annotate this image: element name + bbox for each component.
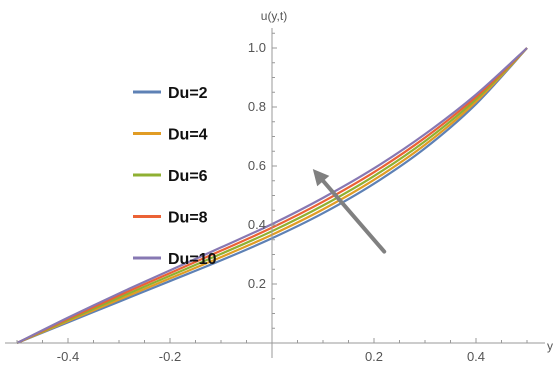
x-axis-label: y: [547, 339, 553, 353]
x-tick-label: 0.4: [467, 349, 485, 364]
y-tick-label: 0.4: [248, 217, 266, 232]
x-tick-label: -0.4: [57, 349, 79, 364]
legend-label: Du=10: [168, 251, 217, 268]
y-tick-label: 0.8: [248, 99, 266, 114]
annotation-arrow: [312, 168, 387, 254]
x-tick-label: -0.2: [159, 349, 181, 364]
legend-label: Du=8: [168, 210, 208, 227]
y-axis-label: u(y,t): [261, 9, 287, 23]
x-tick-label: 0.2: [365, 349, 383, 364]
legend-label: Du=4: [168, 127, 208, 144]
y-tick-label: 1.0: [248, 40, 266, 55]
legend: Du=2 Du=4 Du=6 Du=8 Du=10: [133, 85, 217, 268]
arrow-head: [312, 168, 330, 187]
axes: [5, 28, 545, 358]
legend-label: Du=6: [168, 168, 208, 185]
legend-label: Du=2: [168, 85, 208, 102]
y-tick-label: 0.2: [248, 276, 266, 291]
y-tick-label: 0.6: [248, 158, 266, 173]
ticks: -0.4 -0.2 0.2 0.4 0.2 0.4 0.6 0.8 1.0: [16, 32, 528, 364]
arrow-shaft: [321, 179, 387, 254]
